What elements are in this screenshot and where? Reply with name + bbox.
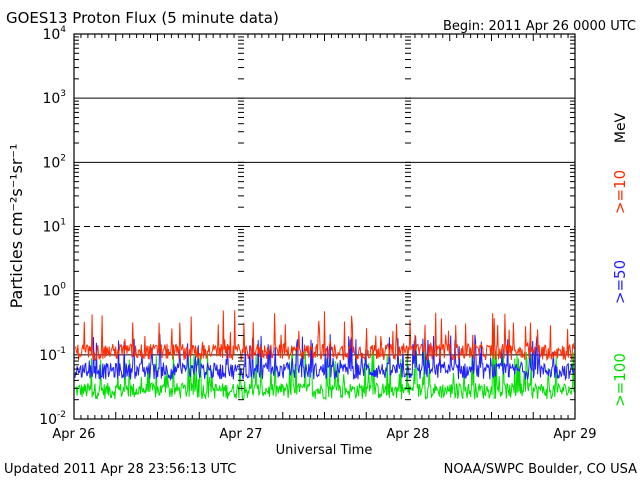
series-line-2 <box>74 348 575 401</box>
y-tick-label: 10-2 <box>39 410 66 428</box>
series-line-1 <box>74 333 575 382</box>
series-line-0 <box>74 310 575 362</box>
y-tick-label: 100 <box>42 282 66 300</box>
x-tick-label: Apr 28 <box>386 427 429 442</box>
updated-timestamp: Updated 2011 Apr 28 23:56:13 UTC <box>4 462 236 477</box>
begin-time-label: Begin: 2011 Apr 26 0000 UTC <box>443 19 636 34</box>
credit-text: NOAA/SWPC Boulder, CO USA <box>444 462 637 477</box>
x-tick-label: Apr 26 <box>52 427 95 442</box>
unit-label: MeV <box>613 112 629 143</box>
legend-ge10: >=10 <box>611 170 629 214</box>
y-axis-label: Particles cm⁻²s⁻¹sr⁻¹ <box>7 144 26 309</box>
chart-title: GOES13 Proton Flux (5 minute data) <box>6 9 279 27</box>
y-tick-label: 10-1 <box>39 346 66 364</box>
x-tick-label: Apr 29 <box>553 427 596 442</box>
y-tick-label: 104 <box>42 25 66 43</box>
x-axis-label: Universal Time <box>276 443 373 458</box>
series-layer <box>74 310 575 401</box>
y-tick-label: 103 <box>42 89 66 107</box>
legend-ge50: >=50 <box>611 260 629 304</box>
x-tick-label: Apr 27 <box>219 427 262 442</box>
legend-ge100: >=100 <box>611 353 629 407</box>
y-tick-label: 102 <box>42 153 66 171</box>
y-tick-label: 101 <box>42 218 66 236</box>
